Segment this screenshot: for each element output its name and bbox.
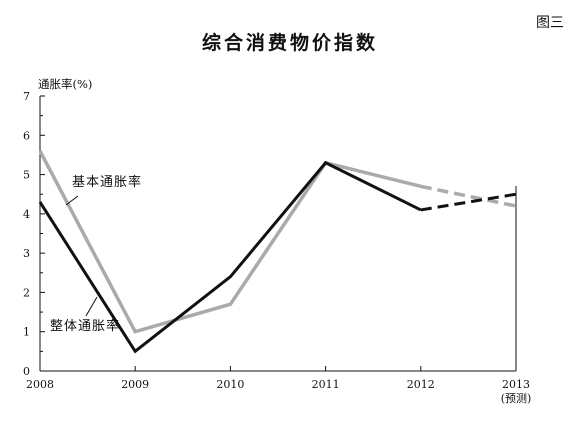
annotation-core-inflation: 基本通胀率	[65, 174, 142, 206]
x-tick-label: 2013	[502, 378, 530, 391]
series-layer	[38, 150, 517, 354]
y-tick-label: 6	[23, 129, 30, 142]
series-line-core	[38, 150, 422, 334]
x-tick-label: 2012	[407, 378, 435, 391]
chart-axes: 0 1 2 3 4 5 6 7 2008 2009 2010 2011 2012 2013(预测)	[23, 90, 531, 405]
x-tick-label: 2009	[121, 378, 149, 391]
annotation-label-core: 基本通胀率	[72, 174, 142, 190]
y-tick-label: 3	[23, 247, 30, 260]
series-line-headline	[38, 160, 422, 354]
annotation-leader-core	[65, 195, 79, 206]
y-tick-label: 1	[23, 326, 30, 339]
series-forecast-headline	[420, 192, 517, 212]
y-tick-label: 2	[23, 286, 30, 299]
y-axis-label: 通胀率(%)	[38, 77, 92, 91]
y-tick-label: 7	[23, 90, 30, 103]
x-tick-sublabel: (预测)	[501, 392, 532, 405]
y-tick-label: 5	[23, 169, 30, 182]
x-tick-label: 2008	[26, 378, 54, 391]
series-forecast-core	[420, 184, 517, 208]
chart-title: 综合消费物价指数	[201, 32, 378, 54]
figure-label: 图三	[536, 15, 564, 31]
x-tick-label: 2011	[312, 378, 340, 391]
y-tick-label: 4	[23, 208, 30, 221]
annotation-label-headline: 整体通胀率	[50, 318, 120, 334]
annotation-leader-headline	[85, 296, 98, 317]
x-tick-label: 2010	[216, 378, 244, 391]
y-tick-label: 0	[23, 365, 30, 378]
annotation-headline-inflation: 整体通胀率	[50, 296, 120, 334]
